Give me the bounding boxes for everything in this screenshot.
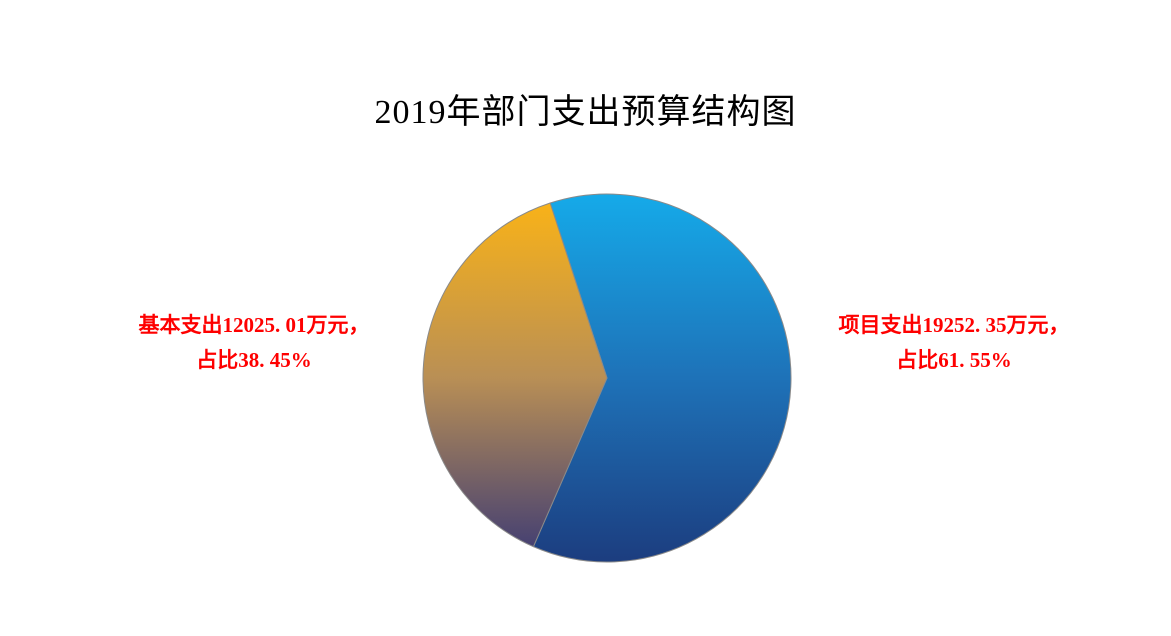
label-project-expenditure-line1: 项目支出19252. 35万元， [838,313,1070,337]
label-basic-expenditure-line1: 基本支出12025. 01万元， [138,313,370,337]
label-project-expenditure: 项目支出19252. 35万元， 占比61. 55% [812,308,1096,378]
pie-slice-基本支出 [422,202,608,548]
label-basic-expenditure: 基本支出12025. 01万元， 占比38. 45% [112,308,396,378]
pie-slice-项目支出 [532,193,792,563]
label-project-expenditure-line2: 占比61. 55% [896,348,1012,372]
chart-title: 2019年部门支出预算结构图 [374,94,797,131]
label-basic-expenditure-line2: 占比38. 45% [196,348,312,372]
